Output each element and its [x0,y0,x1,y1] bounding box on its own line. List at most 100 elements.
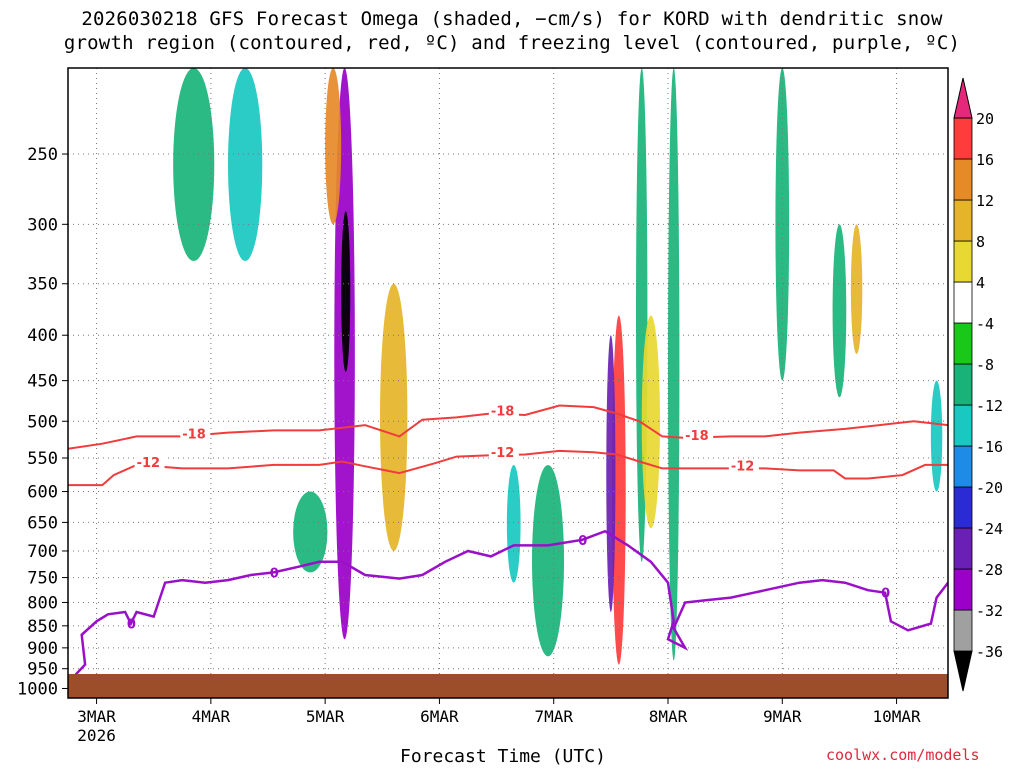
plot-background [68,68,948,698]
xtick-label-3MAR: 3MAR [77,707,116,726]
ytick-label-500: 500 [27,412,58,432]
colorbar-bin-5 [953,445,973,488]
ytick-label-350: 350 [27,275,58,295]
xtick-label-6MAR: 6MAR [420,707,459,726]
xtick-label-9MAR: 9MAR [763,707,802,726]
colorbar-bin-6 [953,404,973,447]
terrain-ground-band [68,674,948,698]
ytick-label-850: 850 [27,617,58,637]
omega-region-11 [532,464,564,657]
x-axis-label: Forecast Time (UTC) [400,746,606,767]
xtick-label-7MAR: 7MAR [534,707,573,726]
freezing-level-contour [68,529,948,690]
omega-region-3 [380,283,408,551]
colorbar-label-13: 20 [976,110,994,128]
omega-region-17 [832,224,847,398]
omega-region-22 [725,104,748,465]
ytick-label-800: 800 [27,593,58,613]
freezing-label-3: 0 [881,587,890,602]
dgz-contour-label--12-1: -12 [491,446,515,461]
omega-region-20 [153,421,166,523]
colorbar-label-10: 8 [976,233,985,251]
colorbar-bin-9 [953,281,973,324]
ytick-label-600: 600 [27,483,58,503]
xtick-label-10MAR: 10MAR [872,707,921,726]
colorbar-label-9: 4 [976,274,985,292]
colorbar-label-12: 16 [976,151,994,169]
dgz-contour-label--18-2: -18 [685,429,709,444]
year-label: 2026 [77,726,116,745]
omega-region-15 [930,380,943,492]
ytick-label-1000: 1000 [17,679,58,699]
ytick-label-750: 750 [27,569,58,589]
colorbar-bin-7 [953,363,973,406]
omega-region-7 [228,68,263,262]
ytick-label-950: 950 [27,660,58,680]
plot-frame [67,67,949,699]
colorbar-bin-3 [953,527,973,570]
colorbar-label-4: -20 [976,479,1003,497]
xtick-label-4MAR: 4MAR [192,707,231,726]
time-axis: 3MAR 4MAR 5MAR 6MAR 7MAR 8MAR 9MAR 10MAR 2026 [77,698,921,745]
colorbar-bin-2 [953,568,973,611]
omega-region-2 [325,68,342,225]
colorbar-label-0: -36 [976,643,1003,661]
dgz-contour--18 [68,404,948,450]
contour-label-bg [488,404,519,419]
contour-layer: -18 -18 -18 -12 -12 -12 0 0 0 0 [68,404,948,690]
chart-title-line-1: 2026030218 GFS Forecast Omega (shaded, −… [81,8,943,30]
colorbar-label-8: -4 [976,315,994,333]
colorbar-label-11: 12 [976,192,994,210]
colorbar-bin-10 [953,240,973,283]
dgz-contour-label--18-1: -18 [491,404,515,419]
colorbar-label-2: -28 [976,561,1003,579]
dgz-contour--12 [68,449,948,487]
colorbar-bin-11 [953,199,973,242]
ytick-label-450: 450 [27,372,58,392]
xtick-label-8MAR: 8MAR [649,707,688,726]
ytick-label-650: 650 [27,513,58,533]
omega-region-6 [173,68,215,262]
omega-shading-layer [153,68,948,665]
contour-label-bg [180,427,211,442]
freezing-label-2: 0 [578,534,587,549]
colorbar-bin-1 [953,609,973,652]
colorbar-label-7: -8 [976,356,994,374]
colorbar-label-5: -16 [976,438,1003,456]
omega-region-12 [641,315,660,529]
xtick-label-5MAR: 5MAR [306,707,345,726]
omega-region-8 [293,491,328,573]
colorbar-label-3: -24 [976,520,1003,538]
ytick-label-300: 300 [27,215,58,235]
ytick-label-700: 700 [27,542,58,562]
freezing-label-1: 0 [270,566,279,581]
dgz-contour-label--12-2: -12 [731,459,755,474]
colorbar-top-arrow [953,77,973,119]
contour-label-bg [488,446,519,461]
colorbar-bin-8 [953,322,973,365]
contour-label-bg [728,459,759,474]
ytick-label-900: 900 [27,639,58,659]
source-credit: coolwx.com/models [826,746,980,764]
pressure-axis: 2503003504004505005506006507007508008509… [17,145,68,699]
colorbar-bin-4 [953,486,973,529]
dgz-contour-label--12-0: -12 [137,456,161,471]
contour-label-bg [134,455,165,470]
omega-region-21 [506,464,521,583]
omega-region-5 [606,335,616,612]
colorbar-bin-13 [953,117,973,160]
chart-title-line-2: growth region (contoured, red, ºC) and f… [63,32,961,54]
omega-region-16 [775,68,790,381]
omega-region-10 [668,68,680,661]
colorbar-bin-12 [953,158,973,201]
dgz-contour-label--18-0: -18 [182,427,206,442]
ytick-label-550: 550 [27,449,58,469]
omega-region-13 [688,68,716,422]
freezing-label-0: 0 [127,618,136,633]
colorbar-label-1: -32 [976,602,1003,620]
omega-colorbar: -36 -32 -28 -24 -20 -16 -12 -8 -4 4 8 12 16 20 [953,77,1003,692]
colorbar-label-6: -12 [976,397,1003,415]
omega-region-19 [261,224,275,381]
omega-region-1 [341,211,351,372]
